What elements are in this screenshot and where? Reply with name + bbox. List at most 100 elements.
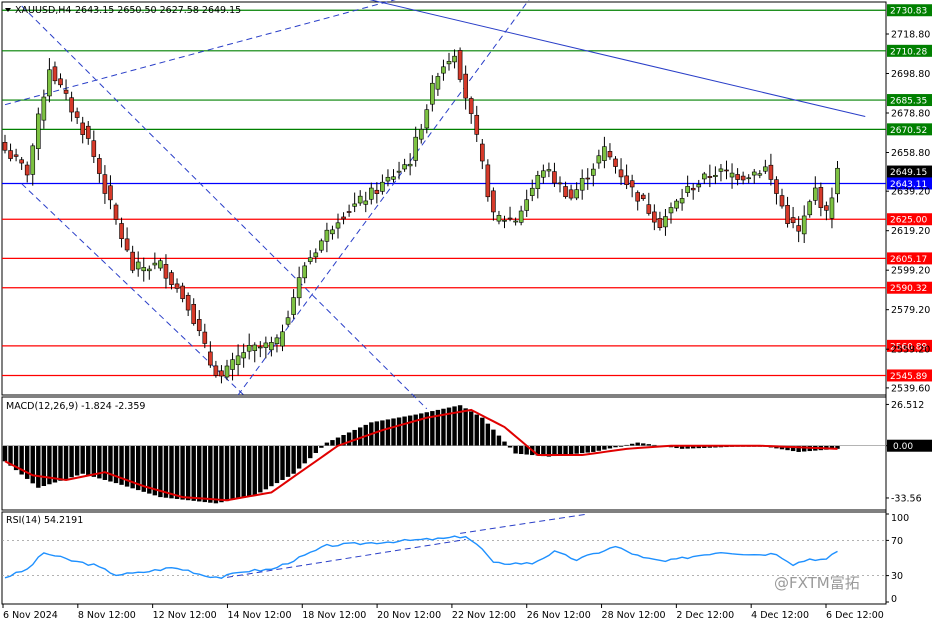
price-tick-label: 2579.20: [891, 305, 930, 316]
candle-body: [102, 174, 108, 194]
macd-tick-label: -33.56: [891, 493, 922, 504]
candle-body: [130, 251, 135, 271]
candle-body: [363, 200, 369, 205]
macd-bar: [213, 445, 219, 504]
macd-bar: [25, 445, 30, 479]
macd-bar: [141, 445, 146, 492]
candle-body: [652, 211, 657, 223]
candle-body: [812, 187, 818, 201]
candle-body: [479, 143, 485, 162]
price-tick-label: 2698.80: [891, 69, 930, 80]
candle-body: [291, 297, 296, 315]
macd-bar: [563, 445, 568, 455]
price-tick-label: 2678.80: [891, 108, 930, 119]
candle-body: [385, 176, 391, 182]
macd-signal-polyline: [4, 408, 838, 502]
macd-bar: [402, 416, 407, 446]
candle-body: [474, 114, 480, 135]
candle-body: [624, 175, 629, 185]
candle-body: [485, 164, 491, 198]
macd-bar: [596, 445, 602, 451]
macd-bar: [158, 445, 163, 498]
macd-bar: [629, 443, 635, 446]
price-tick-label: 2639.20: [891, 187, 930, 198]
macd-value-tag: [887, 439, 932, 452]
rsi-tick-label: 30: [891, 571, 903, 582]
price-axis: 2730.83 2710.28 2685.35 2670.52 2649.15 2643.…: [886, 4, 932, 394]
candle-body: [468, 98, 474, 114]
macd-bar: [2, 445, 8, 462]
candle-body: [41, 96, 47, 121]
macd-bar: [358, 427, 363, 446]
candle-body: [496, 214, 502, 222]
macd-bar: [835, 445, 840, 449]
candle-body: [402, 164, 407, 170]
candle-body: [58, 78, 63, 86]
candle-body: [424, 109, 430, 129]
candle-body: [585, 177, 591, 180]
ohlc-label: 2643.15 2650.50 2627.58 2649.15: [75, 5, 241, 16]
macd-bar: [97, 445, 102, 479]
macd-bar: [574, 445, 579, 454]
macd-bar: [130, 445, 135, 489]
macd-bar: [446, 407, 452, 446]
candle-body: [13, 154, 19, 157]
macd-bar: [646, 444, 651, 446]
candle-body: [163, 264, 169, 279]
macd-bar: [280, 445, 285, 480]
candle-body: [463, 73, 468, 99]
macd-bar: [785, 445, 790, 451]
candle-body: [618, 169, 624, 178]
candle-body: [446, 61, 452, 65]
candle-body: [779, 195, 785, 207]
trend-lines: [4, 0, 866, 410]
macd-bar: [8, 445, 13, 466]
macd-bar: [485, 423, 491, 446]
macd-bar: [102, 445, 108, 480]
candle-body: [185, 294, 191, 311]
macd-bar: [258, 445, 263, 493]
macd-bar: [585, 445, 590, 453]
macd-bar: [580, 445, 585, 454]
macd-bar: [285, 445, 291, 477]
candle-body: [574, 189, 579, 199]
macd-bar: [86, 445, 91, 476]
symbol-dropdown-icon[interactable]: [5, 8, 11, 12]
macd-bar: [247, 445, 252, 497]
level-price-label: 2545.89: [890, 372, 927, 382]
macd-bar: [507, 445, 513, 448]
trend-line: [369, 0, 866, 118]
macd-bar: [224, 445, 230, 502]
candle-body: [629, 180, 635, 188]
time-tick-label: 12 Nov 12:00: [153, 610, 217, 621]
candle-body: [246, 345, 252, 352]
candle-body: [35, 113, 41, 149]
candle-body: [590, 168, 596, 176]
macd-bar: [308, 445, 313, 459]
candle-body: [196, 319, 202, 332]
candle-body: [568, 189, 574, 199]
macd-bar: [613, 445, 618, 448]
candle-body: [607, 151, 613, 158]
level-price-label: 2590.32: [890, 284, 927, 294]
macd-bar: [702, 445, 707, 448]
candle-body: [213, 365, 219, 376]
macd-bar: [502, 441, 507, 446]
candle-body: [552, 171, 557, 184]
candle-body: [579, 178, 585, 191]
candle-body: [158, 260, 163, 269]
time-tick-label: 20 Nov 12:00: [377, 610, 441, 621]
candle-body: [613, 158, 618, 167]
candle-body: [341, 216, 346, 220]
macd-bar: [52, 445, 58, 483]
candle-body: [152, 262, 158, 266]
candle-body: [241, 352, 246, 359]
candle-body: [763, 166, 768, 172]
macd-bar: [136, 445, 141, 491]
candle-body: [63, 89, 69, 94]
candle-body: [113, 204, 119, 220]
candle-body: [169, 272, 174, 285]
macd-bar: [219, 445, 224, 503]
